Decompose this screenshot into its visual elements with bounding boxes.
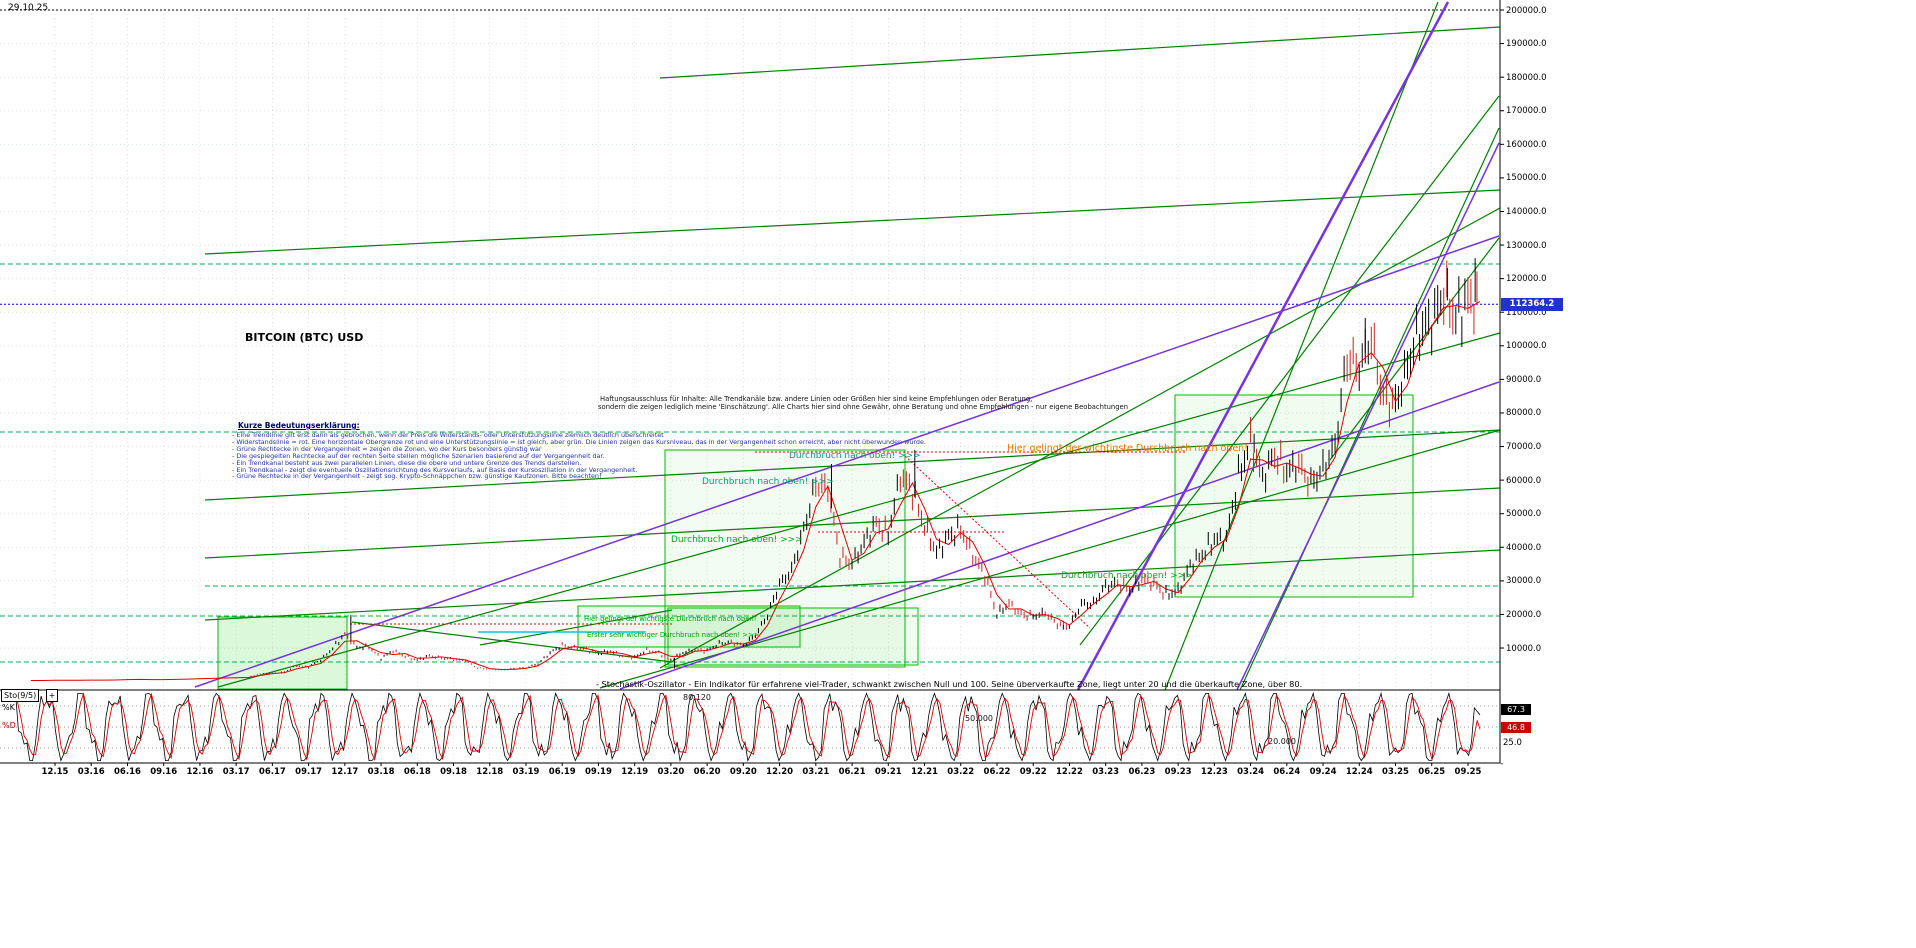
price-axis-label: 50000.0 xyxy=(1506,509,1542,520)
price-axis-label: 110000.0 xyxy=(1506,307,1547,318)
date-label: 29.10.25 xyxy=(8,3,49,13)
time-axis-label: 06.24 xyxy=(1273,767,1301,777)
oscillator-scale-label: 25.0 xyxy=(1503,738,1522,748)
indicator-expand-button[interactable]: + xyxy=(46,689,58,702)
disclaimer-line-1: Haftungsausschluss für Inhalte: Alle Tre… xyxy=(600,395,1033,403)
time-axis-label: 03.16 xyxy=(77,767,105,777)
price-axis-label: 170000.0 xyxy=(1506,106,1547,117)
time-axis-label: 09.21 xyxy=(874,767,902,777)
time-axis-label: 12.24 xyxy=(1345,767,1373,777)
time-axis-label: 03.18 xyxy=(367,767,395,777)
time-axis-label: 03.19 xyxy=(512,767,540,777)
time-axis-label: 12.18 xyxy=(476,767,504,777)
time-axis-label: 06.17 xyxy=(258,767,286,777)
explanation-heading: Kurze Bedeutungserklärung: xyxy=(238,421,360,430)
time-axis-label: 06.19 xyxy=(548,767,576,777)
explanation-line: - Eine Trendlinie gilt erst dann als geb… xyxy=(232,431,664,439)
percent-k-label: %K xyxy=(2,703,15,712)
time-axis-label: 03.21 xyxy=(802,767,830,777)
time-axis-label: 09.16 xyxy=(150,767,178,777)
price-axis-label: 200000.0 xyxy=(1506,5,1547,16)
annotation-label: - Stochastik-Oszillator - Ein Indikator … xyxy=(596,679,1303,689)
explanation-line: - Die gespiegelten Rechtecke auf der rec… xyxy=(232,451,605,460)
percent-k-value-badge: 67.3 xyxy=(1501,704,1531,715)
annotation-label: Hier gelingt der wichtigste Durchbruch n… xyxy=(584,615,757,623)
time-axis-label: 03.23 xyxy=(1092,767,1120,777)
time-axis-label: 06.25 xyxy=(1418,767,1446,777)
time-axis-label: 09.17 xyxy=(295,767,323,777)
price-axis-label: 80000.0 xyxy=(1506,408,1542,419)
price-axis-label: 90000.0 xyxy=(1506,374,1542,385)
time-axis-label: 09.25 xyxy=(1454,767,1482,777)
time-axis-label: 06.21 xyxy=(838,767,866,777)
oscillator-level-label: 50.000 xyxy=(965,714,993,723)
time-axis-label: 03.20 xyxy=(657,767,685,777)
time-axis-label: 12.16 xyxy=(186,767,214,777)
annotation-label: Durchbruch nach oben! >>> xyxy=(671,535,803,545)
current-price-badge: 112364.2 xyxy=(1501,298,1563,311)
percent-d-label: %D xyxy=(2,721,16,730)
time-axis-label: 09.20 xyxy=(729,767,757,777)
explanation-line: - Ein Trendkanal besteht aus zwei parall… xyxy=(232,458,582,467)
price-axis-label: 10000.0 xyxy=(1506,643,1542,654)
time-axis-label: 12.21 xyxy=(911,767,938,777)
time-axis-label: 03.24 xyxy=(1237,767,1265,777)
time-axis-label: 12.15 xyxy=(41,767,69,777)
percent-d-value-badge: 46.8 xyxy=(1501,722,1531,733)
price-axis-label: 140000.0 xyxy=(1506,206,1547,217)
explanation-line: - Grüne Rechtecke in der Vergangenheit -… xyxy=(232,472,602,481)
annotation-label: Durchbruch nach oben! >>> xyxy=(702,477,834,487)
chart-title: BITCOIN (BTC) USD xyxy=(245,331,364,344)
time-axis-label: 06.22 xyxy=(983,767,1011,777)
time-axis-label: 06.18 xyxy=(403,767,431,777)
time-axis-label: 12.19 xyxy=(621,767,649,777)
explanation-line: - Grüne Rechtecke in der Vergangenheit =… xyxy=(232,444,542,453)
explanation-line: - Widerstandslinie = rot. Eine horizonta… xyxy=(232,437,926,446)
time-axis-label: 12.22 xyxy=(1055,767,1083,777)
price-axis-label: 100000.0 xyxy=(1506,341,1547,352)
annotation-label: Erster sehr wichtiger Durchbruch nach ob… xyxy=(587,631,760,639)
price-axis-label: 60000.0 xyxy=(1506,475,1542,486)
oscillator-level-label: 80.120 xyxy=(683,693,711,702)
time-axis-label: 03.17 xyxy=(222,767,250,777)
annotation-label: Hier gelingt der wichtigste Durchbruch n… xyxy=(1007,443,1249,454)
time-axis-label: 12.17 xyxy=(331,767,359,777)
price-axis-label: 120000.0 xyxy=(1506,274,1547,285)
price-axis-label: 160000.0 xyxy=(1506,139,1547,150)
explanation-line: - Ein Trendkanal - zeigt die eventuelle … xyxy=(232,465,638,474)
price-axis-label: 180000.0 xyxy=(1506,72,1547,83)
time-axis-label: 09.19 xyxy=(584,767,612,777)
time-axis-label: 06.16 xyxy=(114,767,141,777)
time-axis-label: 09.23 xyxy=(1164,767,1192,777)
time-axis-label: 06.23 xyxy=(1128,767,1156,777)
oscillator-level-label: 20.000 xyxy=(1268,737,1296,746)
price-axis-label: 190000.0 xyxy=(1506,39,1547,50)
annotation-label: Durchbruch nach oben! >>> xyxy=(1061,571,1193,581)
time-axis-label: 06.20 xyxy=(693,767,721,777)
price-axis-label: 130000.0 xyxy=(1506,240,1547,251)
disclaimer-line-2: sondern die zeigen lediglich meine 'Eins… xyxy=(598,403,1129,411)
time-axis-label: 12.23 xyxy=(1200,767,1228,777)
axis-end-dash: - xyxy=(1500,759,1504,769)
price-axis-label: 70000.0 xyxy=(1506,442,1542,453)
price-axis-label: 30000.0 xyxy=(1506,576,1542,587)
stochastic-indicator-label[interactable]: Sto(9/5) xyxy=(1,689,40,702)
price-axis-label: 40000.0 xyxy=(1506,542,1542,553)
annotation-label: Durchbruch nach oben! >>> xyxy=(789,451,921,461)
time-axis-label: 09.24 xyxy=(1309,767,1337,777)
time-axis-label: 03.22 xyxy=(947,767,975,777)
time-axis-label: 12.20 xyxy=(766,767,794,777)
time-axis-label: 09.22 xyxy=(1019,767,1047,777)
price-axis-label: 20000.0 xyxy=(1506,609,1542,620)
time-axis-label: 09.18 xyxy=(440,767,467,777)
time-axis-label: 03.25 xyxy=(1382,767,1409,777)
price-axis-label: 150000.0 xyxy=(1506,173,1547,184)
